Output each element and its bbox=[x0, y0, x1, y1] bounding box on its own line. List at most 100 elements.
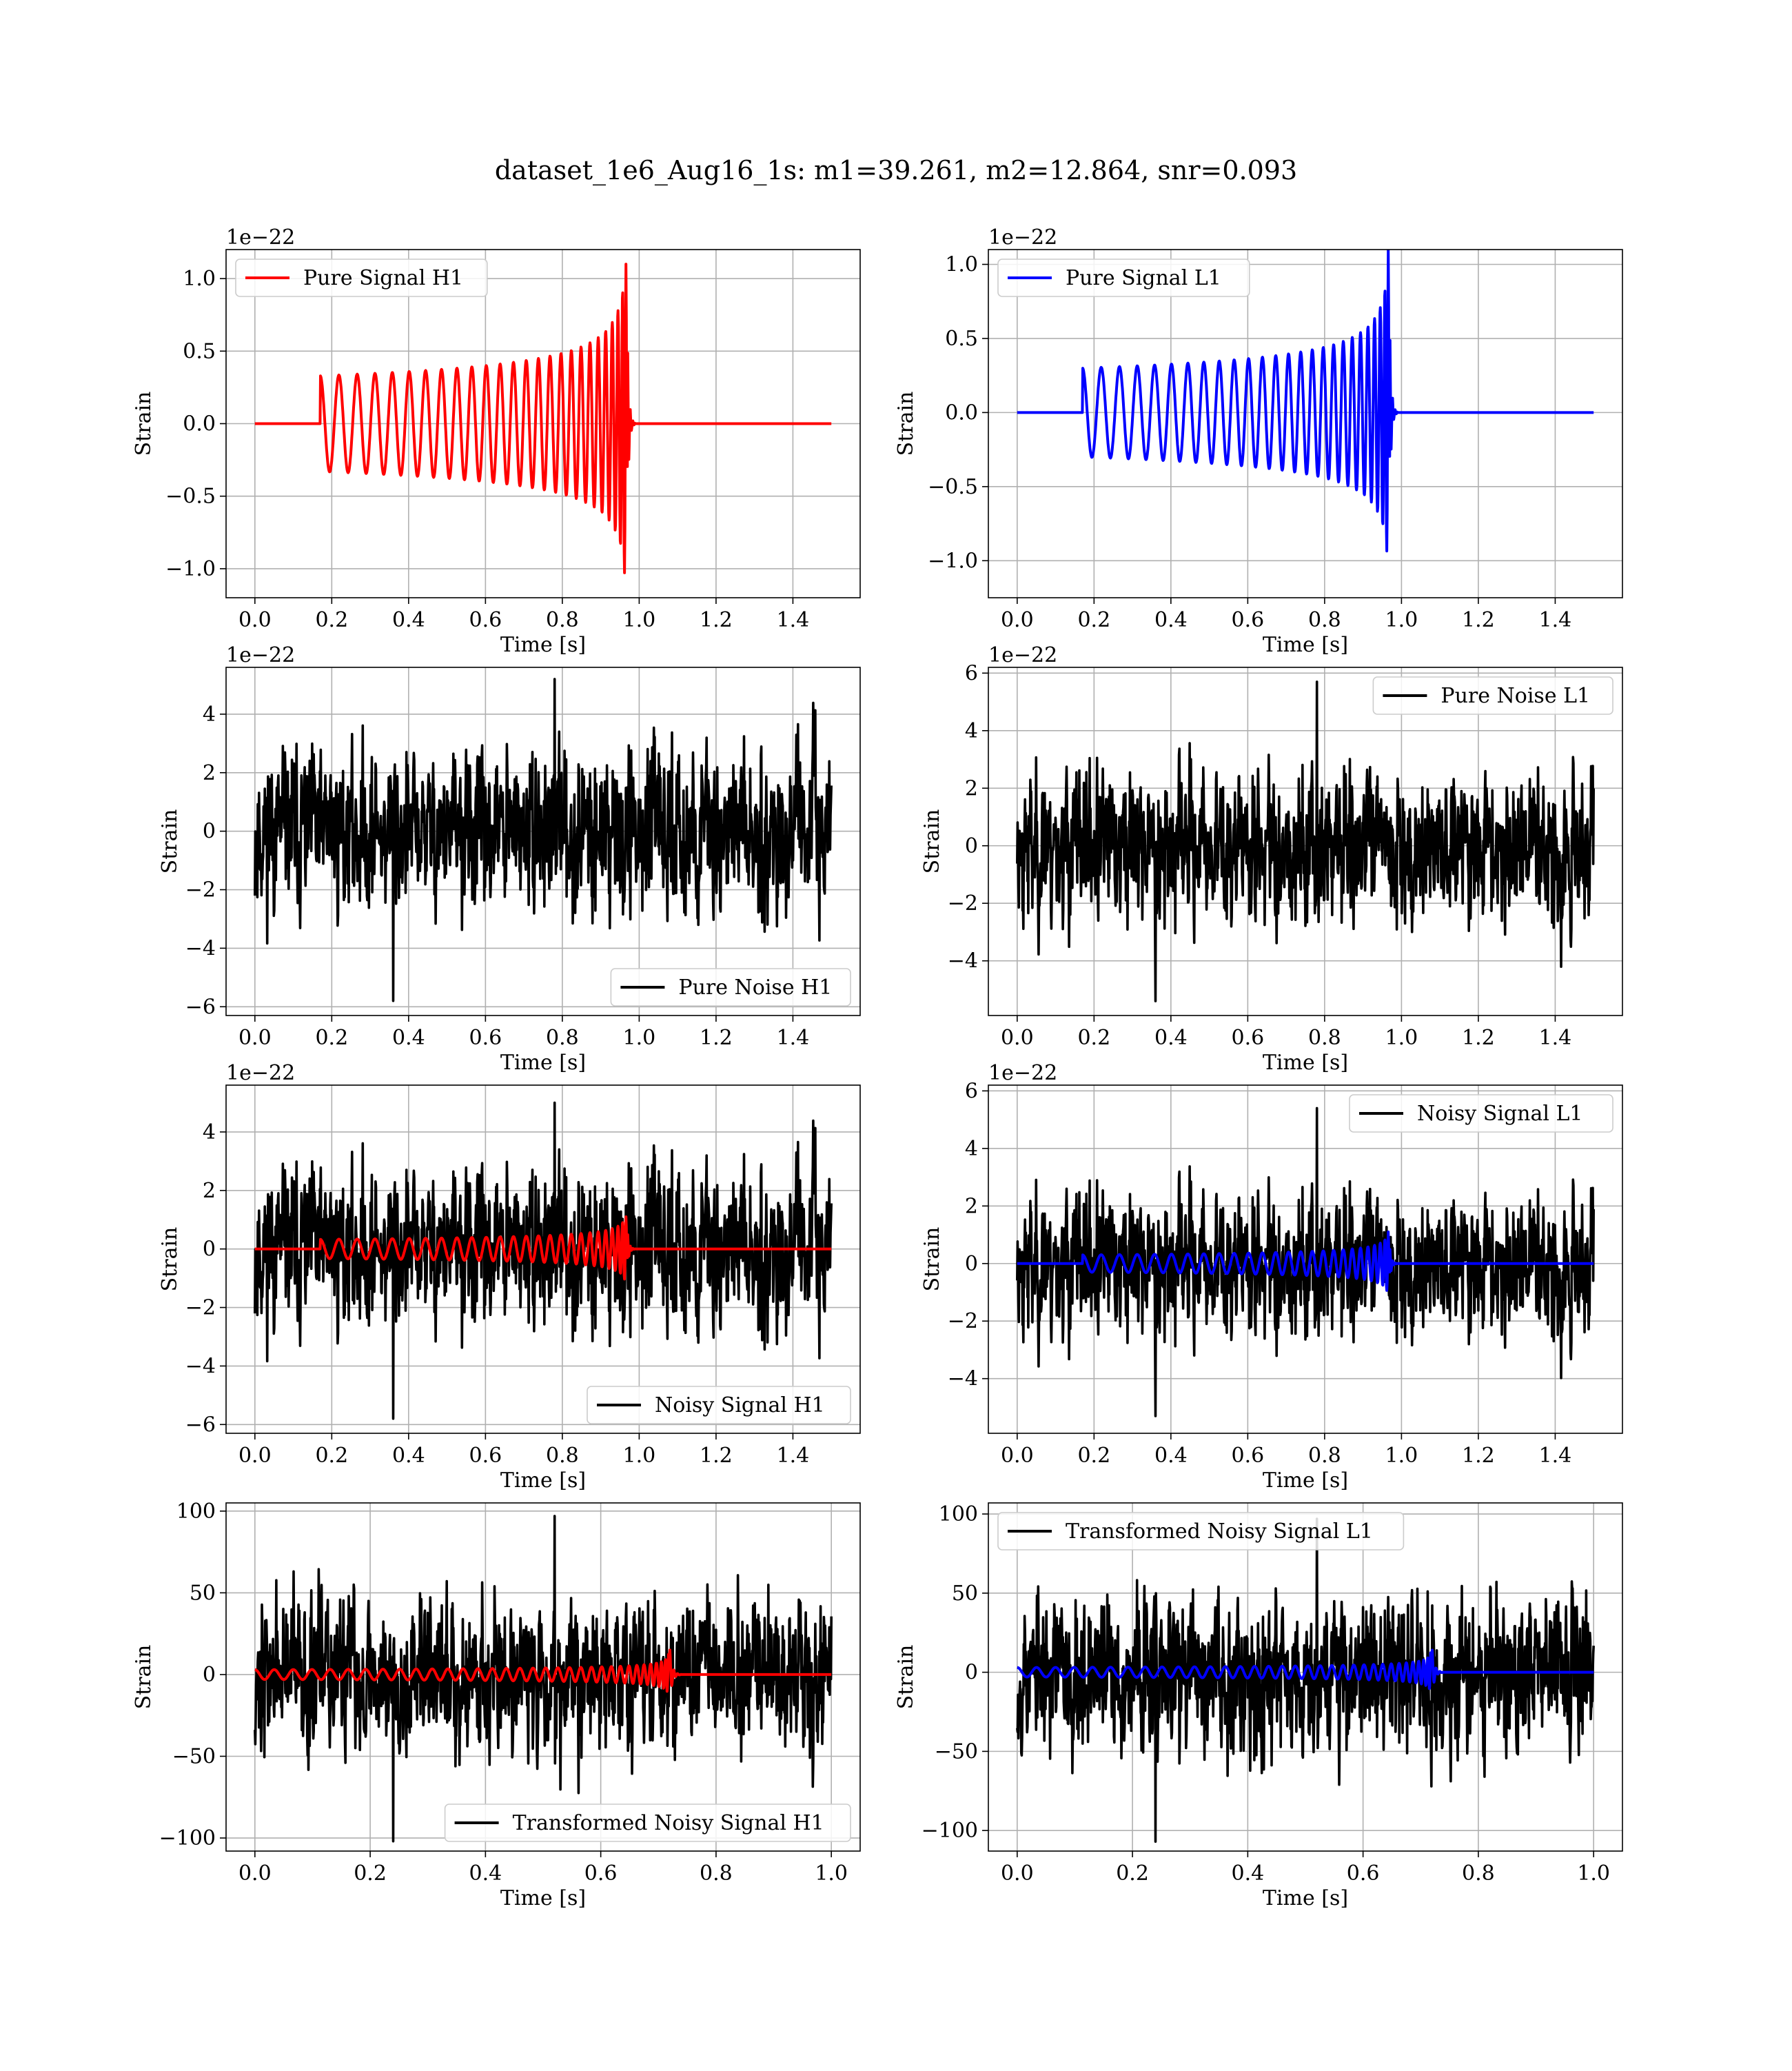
y-axis-label: Strain bbox=[132, 1645, 156, 1710]
axes-frame bbox=[225, 667, 861, 1016]
y-tick-label: 0 bbox=[203, 1237, 216, 1262]
y-tick-label: −4 bbox=[948, 1367, 978, 1391]
y-tick-label: −2 bbox=[185, 878, 216, 902]
y-tick-label: 4 bbox=[203, 1120, 216, 1144]
x-tick-label: 0.8 bbox=[1308, 1444, 1341, 1468]
y-tick-label: 0.0 bbox=[183, 412, 216, 436]
subplot-pure-noise-h1: 0.0 0.2 0.4 0.6 0.8 1.0 1.2 1.4 −6 −4 −2 0 2 4 Time [s… bbox=[158, 643, 861, 1075]
y-tick-label: −2 bbox=[948, 891, 978, 916]
subplot-noisy-signal-h1: 0.0 0.2 0.4 0.6 0.8 1.0 1.2 1.4 −6 −4 −2 0 2 4 Time [s… bbox=[158, 1061, 861, 1493]
x-tick-label: 0.6 bbox=[1232, 608, 1265, 632]
x-tick-label: 1.0 bbox=[1385, 1026, 1418, 1050]
axis-offset-text: 1e−22 bbox=[226, 225, 295, 250]
x-tick-label: 1.2 bbox=[700, 608, 733, 632]
legend-label: Pure Noise H1 bbox=[678, 976, 832, 1000]
legend: Pure Noise H1 bbox=[610, 968, 851, 1007]
subplot-transformed-noisy-signal-h1: 0.0 0.2 0.4 0.6 0.8 1.0 −100 −50 0 50 100 Time [s] S… bbox=[132, 1499, 861, 1910]
x-tick-label: 1.2 bbox=[700, 1026, 733, 1050]
x-tick-label: 1.4 bbox=[777, 608, 810, 632]
y-tick-label: −1.0 bbox=[165, 557, 216, 581]
x-tick-label: 0.4 bbox=[1154, 608, 1188, 632]
y-tick-label: 0 bbox=[203, 1663, 216, 1687]
x-axis-label: Time [s] bbox=[500, 1886, 586, 1910]
y-axis-label: Strain bbox=[158, 809, 182, 874]
y-tick-label: 6 bbox=[965, 1079, 978, 1103]
noisy-signal-h1-overlay-line bbox=[254, 1215, 833, 1281]
x-tick-label: 0.8 bbox=[546, 1026, 579, 1050]
x-tick-label: 0.8 bbox=[1308, 1026, 1341, 1050]
x-tick-label: 1.4 bbox=[777, 1444, 810, 1468]
y-axis-label: Strain bbox=[920, 1227, 944, 1292]
x-tick-label: 0.8 bbox=[546, 608, 579, 632]
x-tick-label: 1.0 bbox=[623, 608, 656, 632]
y-tick-label: 0 bbox=[965, 834, 978, 858]
y-tick-label: 6 bbox=[965, 661, 978, 685]
x-tick-label: 0.6 bbox=[584, 1861, 618, 1886]
legend: Pure Signal L1 bbox=[997, 259, 1250, 297]
y-tick-label: −1.0 bbox=[928, 549, 978, 573]
axis-offset-text: 1e−22 bbox=[226, 643, 295, 667]
x-tick-label: 0.4 bbox=[392, 1026, 425, 1050]
x-tick-label: 0.2 bbox=[1077, 1444, 1110, 1468]
legend-box bbox=[997, 259, 1250, 297]
y-tick-label: 2 bbox=[203, 1179, 216, 1203]
y-tick-label: 50 bbox=[190, 1581, 216, 1605]
y-tick-label: −4 bbox=[948, 949, 978, 973]
x-tick-label: 0.8 bbox=[1462, 1861, 1495, 1886]
y-tick-label: −2 bbox=[185, 1296, 216, 1320]
x-tick-label: 0.0 bbox=[238, 608, 272, 632]
noisy-signal-h1-line bbox=[254, 1101, 833, 1420]
axes-frame bbox=[225, 1084, 861, 1434]
y-tick-label: 4 bbox=[965, 719, 978, 743]
x-tick-label: 0.6 bbox=[469, 608, 502, 632]
y-axis-label: Strain bbox=[894, 1645, 918, 1710]
legend-box bbox=[1372, 676, 1613, 715]
x-tick-label: 0.2 bbox=[1077, 1026, 1110, 1050]
legend-label: Pure Noise L1 bbox=[1440, 684, 1590, 708]
x-tick-label: 0.6 bbox=[1347, 1861, 1380, 1886]
x-tick-label: 0.8 bbox=[546, 1444, 579, 1468]
x-tick-label: 0.6 bbox=[469, 1444, 502, 1468]
x-tick-label: 1.2 bbox=[1462, 1444, 1495, 1468]
y-tick-label: −0.5 bbox=[928, 475, 978, 499]
x-tick-label: 0.0 bbox=[238, 1444, 272, 1468]
legend-label: Transformed Noisy Signal H1 bbox=[513, 1811, 824, 1835]
subplot-transformed-noisy-signal-l1: 0.0 0.2 0.4 0.6 0.8 1.0 −100 −50 0 50 100 Time [s] S… bbox=[894, 1502, 1623, 1910]
y-tick-label: 1.0 bbox=[183, 267, 216, 291]
x-tick-label: 1.2 bbox=[700, 1444, 733, 1468]
axes-frame bbox=[988, 667, 1623, 1016]
legend: Pure Noise L1 bbox=[1372, 676, 1613, 715]
x-tick-label: 0.0 bbox=[238, 1026, 272, 1050]
x-tick-label: 0.2 bbox=[315, 608, 348, 632]
legend-label: Noisy Signal H1 bbox=[655, 1393, 825, 1417]
legend-label: Pure Signal H1 bbox=[303, 266, 463, 290]
y-tick-label: 1.0 bbox=[945, 252, 978, 276]
legend: Transformed Noisy Signal H1 bbox=[444, 1804, 851, 1842]
noisy-signal-l1-line bbox=[1016, 1107, 1595, 1417]
legend-box bbox=[235, 259, 488, 297]
x-tick-label: 0.0 bbox=[238, 1861, 272, 1886]
x-tick-label: 0.2 bbox=[315, 1026, 348, 1050]
y-tick-label: 0.5 bbox=[945, 327, 978, 351]
y-tick-label: 100 bbox=[939, 1502, 978, 1526]
legend-box bbox=[587, 1386, 851, 1424]
y-tick-label: −4 bbox=[185, 936, 216, 960]
legend-label: Noisy Signal L1 bbox=[1417, 1102, 1582, 1126]
y-tick-label: −100 bbox=[922, 1819, 978, 1843]
noisy-signal-l1-overlay-line bbox=[1016, 1230, 1595, 1292]
x-tick-label: 0.4 bbox=[1154, 1026, 1188, 1050]
axes-frame bbox=[225, 1502, 861, 1852]
legend: Noisy Signal H1 bbox=[587, 1386, 851, 1424]
x-tick-label: 1.0 bbox=[623, 1026, 656, 1050]
y-tick-label: 2 bbox=[965, 1194, 978, 1218]
x-tick-label: 1.0 bbox=[623, 1444, 656, 1468]
legend-label: Transformed Noisy Signal L1 bbox=[1066, 1519, 1373, 1544]
pure-noise-l1-line bbox=[1016, 680, 1595, 1002]
x-axis-label: Time [s] bbox=[1263, 1051, 1348, 1075]
x-axis-label: Time [s] bbox=[1263, 1468, 1348, 1493]
legend-box bbox=[444, 1804, 851, 1842]
y-tick-label: −2 bbox=[948, 1309, 978, 1333]
x-tick-label: 0.0 bbox=[1001, 608, 1034, 632]
